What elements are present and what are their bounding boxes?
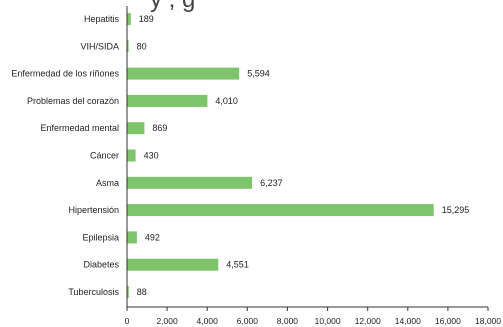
x-tick-label: 2,000 xyxy=(156,316,178,326)
category-label-enfermedad-de-los-rinones: Enfermedad de los riñones xyxy=(11,69,119,79)
bars-layer xyxy=(127,13,434,298)
value-label-problemas-del-corazon: 4,010 xyxy=(215,96,238,106)
value-label-enfermedad-de-los-rinones: 5,594 xyxy=(247,69,270,79)
category-label-hipertension: Hipertensión xyxy=(68,205,119,215)
bar-vih-sida xyxy=(127,40,129,53)
x-tick-label: 12,000 xyxy=(355,316,381,326)
value-label-asma: 6,237 xyxy=(260,178,283,188)
axis-layer: 0 2,000 4,000 6,000 8,000 10,000 12,000 14,000 1… xyxy=(125,6,501,326)
value-label-cancer: 430 xyxy=(144,151,159,161)
value-label-epilepsia: 492 xyxy=(145,232,160,242)
bar-tuberculosis xyxy=(127,286,129,298)
value-label-hepatitis: 189 xyxy=(139,14,154,24)
category-label-hepatitis: Hepatitis xyxy=(84,14,120,24)
category-label-cancer: Cáncer xyxy=(90,151,119,161)
x-tick-label: 8,000 xyxy=(277,316,299,326)
category-label-tuberculosis: Tuberculosis xyxy=(68,287,119,297)
value-label-vih-sida: 80 xyxy=(137,41,147,51)
bar-problemas-del-corazon xyxy=(127,94,208,107)
x-tick-label: 18,000 xyxy=(475,316,501,326)
value-label-diabetes: 4,551 xyxy=(226,260,249,270)
category-label-problemas-del-corazon: Problemas del corazón xyxy=(27,96,119,106)
x-tick-label: 16,000 xyxy=(435,316,461,326)
bar-hipertension xyxy=(127,204,434,217)
x-tick-label: 0 xyxy=(125,316,130,326)
x-tick-label: 4,000 xyxy=(197,316,219,326)
category-label-enfermedad-mental: Enfermedad mental xyxy=(40,123,119,133)
value-label-hipertension: 15,295 xyxy=(442,205,470,215)
bar-cancer xyxy=(127,149,136,162)
bar-diabetes xyxy=(127,258,219,271)
x-tick-label: 6,000 xyxy=(237,316,259,326)
category-label-vih-sida: VIH/SIDA xyxy=(80,41,119,51)
labels-layer: Hepatitis 189 VIH/SIDA 80 Enfermedad de los … xyxy=(11,14,469,297)
x-tick-label: 10,000 xyxy=(315,316,341,326)
category-label-diabetes: Diabetes xyxy=(83,260,119,270)
x-tick-label: 14,000 xyxy=(395,316,421,326)
bar-hepatitis xyxy=(127,13,131,25)
value-label-enfermedad-mental: 869 xyxy=(152,123,167,133)
chart-title-fragment: y , g xyxy=(150,0,195,14)
value-label-tuberculosis: 88 xyxy=(137,287,147,297)
category-label-asma: Asma xyxy=(96,178,119,188)
bar-enfermedad-de-los-rinones xyxy=(127,67,240,80)
bar-enfermedad-mental xyxy=(127,122,145,135)
bar-epilepsia xyxy=(127,231,137,244)
category-label-epilepsia: Epilepsia xyxy=(82,232,119,242)
bar-asma xyxy=(127,176,253,189)
